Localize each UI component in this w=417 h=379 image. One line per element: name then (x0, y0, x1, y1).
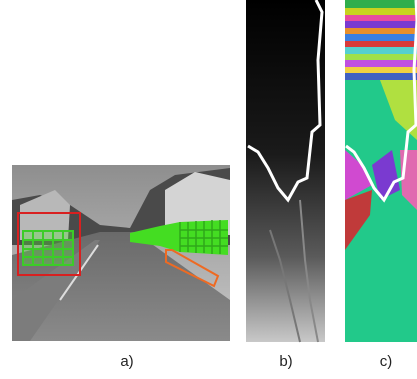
panel-label: b) (279, 353, 292, 370)
depth-map (246, 0, 325, 342)
segment-stripes (345, 0, 417, 80)
car-model-left (23, 231, 73, 265)
panel-c (345, 0, 417, 342)
figure: a) b) c) (0, 0, 417, 379)
panel-b (246, 0, 325, 342)
panel-label: a) (120, 353, 133, 370)
panel-label: c) (380, 353, 393, 370)
panel-a (12, 165, 230, 341)
